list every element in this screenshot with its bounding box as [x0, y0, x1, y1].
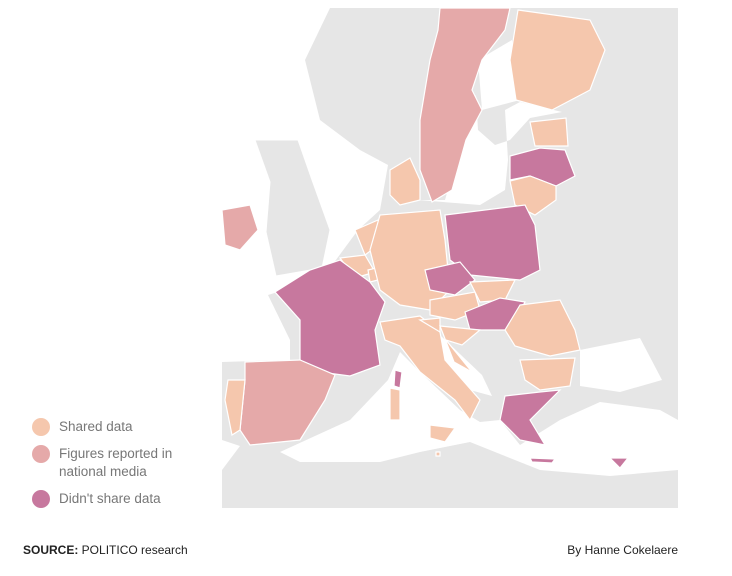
legend-swatch-shared — [32, 418, 50, 436]
country-portugal — [224, 379, 246, 436]
source-label: SOURCE: — [23, 543, 79, 557]
country-poland — [444, 204, 541, 281]
mediterranean-sea — [280, 352, 678, 476]
atlantic-south — [222, 440, 240, 470]
legend-label: Didn't share data — [59, 491, 161, 506]
byline: By Hanne Cokelaere — [567, 543, 678, 557]
legend-item-none: Didn't share data — [32, 490, 161, 508]
country-bulgaria — [519, 357, 576, 391]
country-sweden — [419, 7, 511, 203]
country-romania — [504, 299, 581, 357]
country-italy-island — [429, 424, 457, 443]
legend-item-shared: Shared data — [32, 418, 133, 436]
country-malta — [435, 451, 441, 457]
gulf-of-bothnia — [478, 40, 520, 110]
legend-swatch-none — [32, 490, 50, 508]
country-ireland — [221, 204, 259, 251]
legend-item-figures: Figures reported in national media — [32, 445, 202, 481]
black-sea — [580, 338, 662, 392]
source-text: POLITICO research — [78, 543, 188, 557]
source-note: SOURCE: POLITICO research — [23, 543, 188, 557]
country-croatia — [439, 325, 482, 373]
country-greece-island — [529, 457, 557, 464]
country-denmark — [389, 157, 421, 206]
country-italy-island — [389, 387, 401, 421]
country-france — [274, 259, 386, 377]
legend-label: Shared data — [59, 419, 133, 434]
legend-swatch-figures — [32, 445, 50, 463]
country-france-island — [393, 369, 403, 389]
country-cyprus — [608, 457, 630, 469]
country-finland — [509, 9, 606, 111]
country-slovenia — [418, 317, 441, 334]
legend-label: Figures reported in national media — [59, 446, 173, 479]
country-greece — [499, 389, 562, 446]
country-estonia — [529, 117, 569, 147]
eu-countries — [221, 7, 630, 469]
country-czechia — [424, 261, 476, 296]
